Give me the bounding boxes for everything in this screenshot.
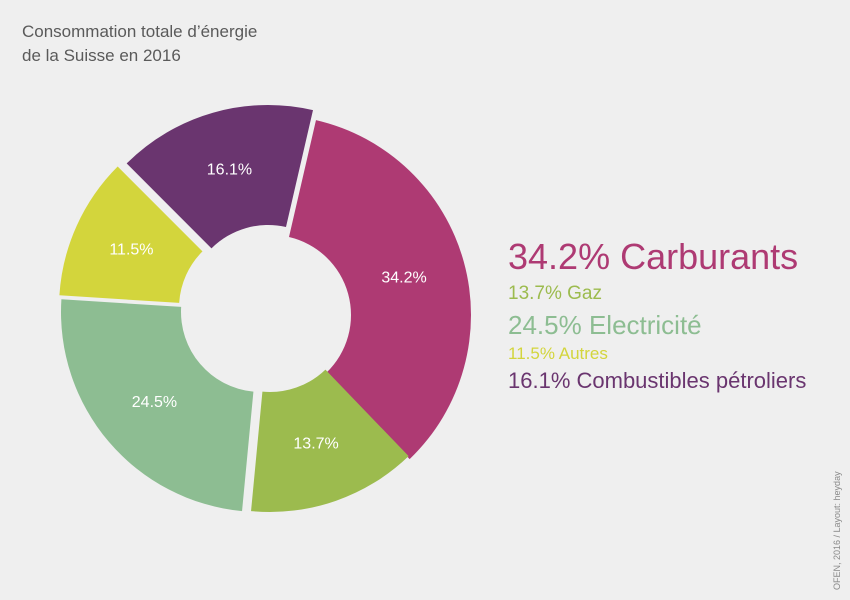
donut-slice-combustibles	[126, 105, 313, 249]
chart-title-line-2: de la Suisse en 2016	[22, 46, 181, 65]
legend-entry-autres: 11.5% Autres	[508, 344, 608, 363]
slice-label-autres: 11.5%	[109, 242, 153, 259]
chart-title-line-1: Consommation totale d’énergie	[22, 22, 258, 41]
legend-entry-combustibles: 16.1% Combustibles pétroliers	[508, 368, 807, 393]
source-credit: OFEN, 2016 / Layout: heyday	[832, 471, 842, 590]
chart-title: Consommation totale d’énergie de la Suis…	[22, 20, 257, 68]
donut-slice-gaz	[251, 369, 409, 512]
legend-entry-carburants: 34.2% Carburants	[508, 236, 799, 277]
slice-label-combustibles: 16.1%	[207, 162, 252, 179]
legend-entry-electricite: 24.5% Electricité	[508, 310, 702, 340]
donut-slice-labels: 34.2% 13.7% 24.5% 11.5% 16.1%	[109, 162, 426, 453]
slice-label-gaz: 13.7%	[293, 435, 338, 452]
donut-slice-electricite	[61, 299, 254, 512]
slice-label-carburants: 34.2%	[381, 269, 426, 286]
legend-entry-gaz: 13.7% Gaz	[508, 283, 602, 304]
donut-slice-carburants	[288, 120, 471, 460]
slice-label-electricite: 24.5%	[132, 394, 177, 411]
legend: 34.2% Carburants 13.7% Gaz 24.5% Electri…	[508, 234, 806, 396]
donut-slice-autres	[59, 166, 203, 303]
donut-slices	[59, 105, 471, 512]
